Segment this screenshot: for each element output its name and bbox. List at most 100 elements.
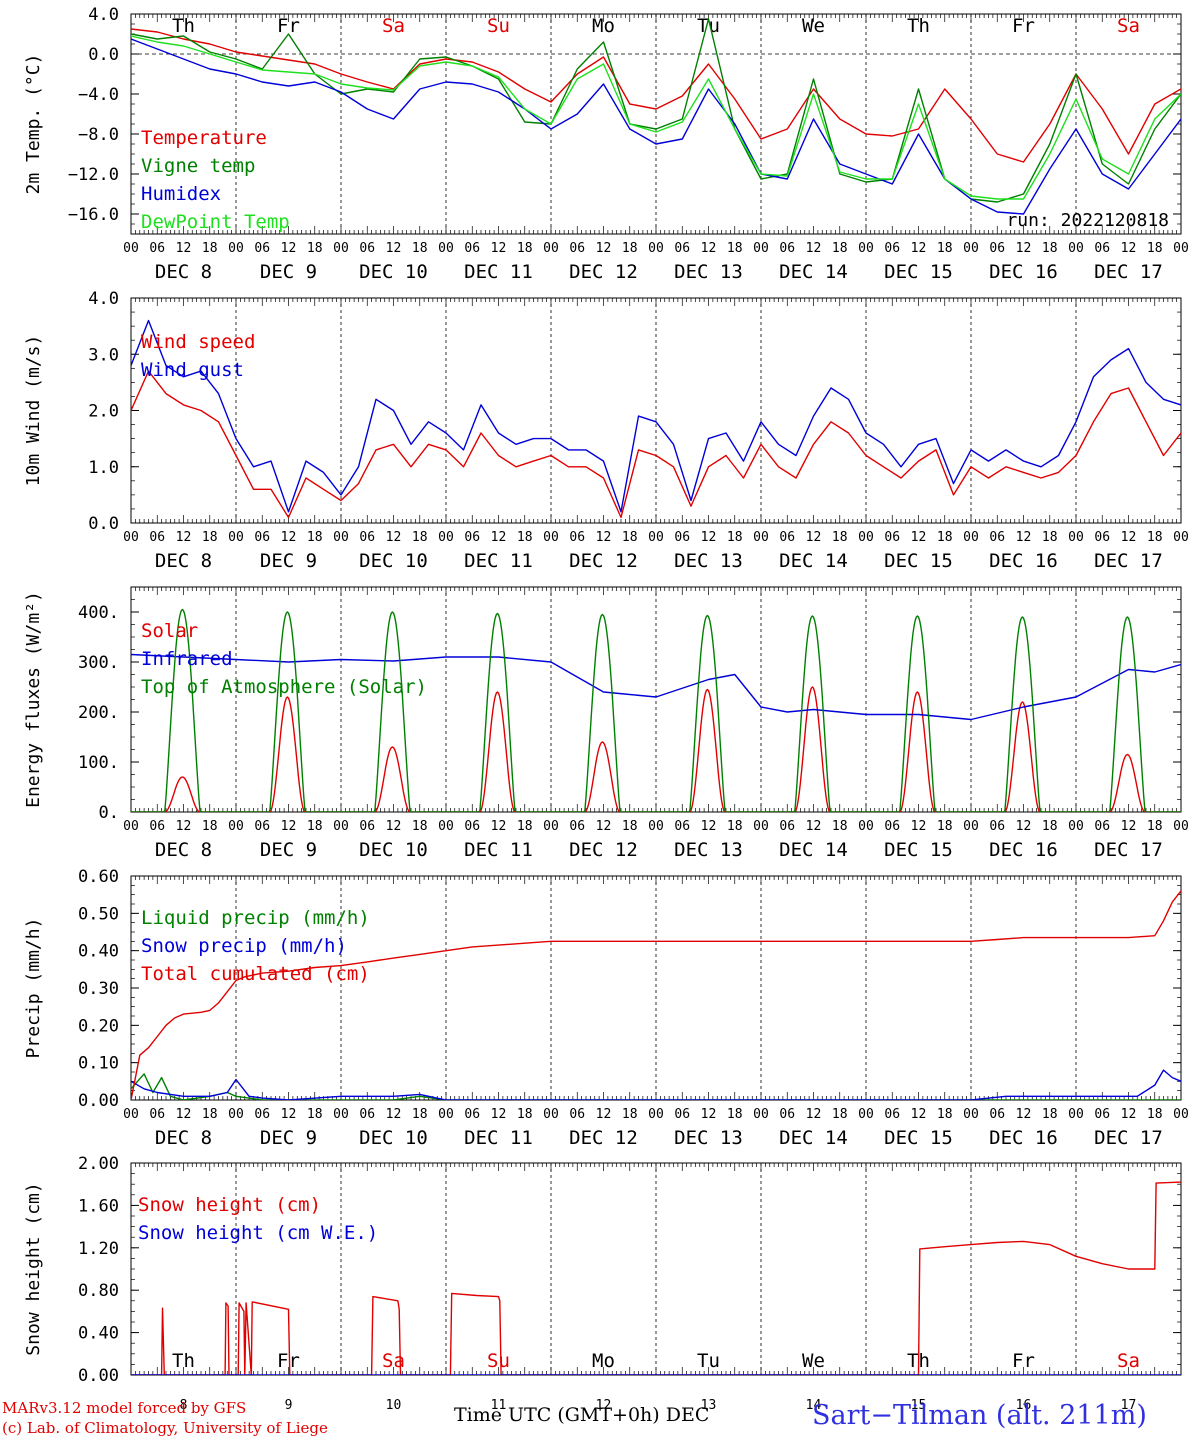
lab-credit: (c) Lab. of Climatology, University of L… <box>2 1419 328 1437</box>
weekday-label: Mo <box>592 15 615 37</box>
y-tick-label: 4.0 <box>88 289 119 309</box>
y-tick-label: 300. <box>78 653 119 673</box>
hour-label: 18 <box>307 1107 323 1122</box>
hour-label: 18 <box>832 1107 848 1122</box>
y-tick-label: 2.0 <box>88 402 119 422</box>
date-label: DEC 11 <box>464 1127 533 1149</box>
hour-label: 06 <box>989 530 1005 545</box>
hour-label: 12 <box>806 1107 822 1122</box>
day-number-label: 17 <box>1121 1398 1137 1413</box>
hour-label: 18 <box>412 241 428 256</box>
date-label: DEC 12 <box>569 1127 638 1149</box>
hour-label: 12 <box>701 241 717 256</box>
series-group <box>131 1181 1181 1375</box>
hour-label: 00 <box>648 819 664 834</box>
date-label: DEC 14 <box>779 550 848 572</box>
weekday-label: Th <box>172 1350 195 1372</box>
y-tick-label: 3.0 <box>88 345 119 365</box>
hour-label: 00 <box>438 530 454 545</box>
hour-label: 12 <box>596 241 612 256</box>
hour-label: 12 <box>1121 530 1137 545</box>
y-tick-label: 0. <box>99 803 119 823</box>
weekday-label: Sa <box>1117 1350 1140 1372</box>
y-tick-label: 0.0 <box>88 45 119 65</box>
hour-label: 12 <box>596 1107 612 1122</box>
date-label: DEC 16 <box>989 1127 1058 1149</box>
hour-label: 00 <box>543 530 559 545</box>
legend-entry: Snow precip (mm/h) <box>141 935 347 957</box>
panel-4: 0.60 0.50 0.40 0.30 0.20 0.10 0.00 Precip (mm/h… <box>23 867 1189 1149</box>
date-label: DEC 16 <box>989 839 1058 861</box>
hour-label: 06 <box>569 1107 585 1122</box>
hour-label: 06 <box>464 1107 480 1122</box>
series-group <box>131 890 1181 1100</box>
hour-label: 00 <box>228 241 244 256</box>
hour-label: 12 <box>1016 530 1032 545</box>
hour-label: 12 <box>491 1107 507 1122</box>
hour-label: 00 <box>438 241 454 256</box>
hour-label: 12 <box>1121 819 1137 834</box>
date-label: DEC 17 <box>1094 261 1163 283</box>
hour-label: 18 <box>727 819 743 834</box>
hour-label: 00 <box>1068 819 1084 834</box>
hour-label: 00 <box>753 819 769 834</box>
y-axis-title: Precip (mm/h) <box>23 918 44 1059</box>
hour-label: 06 <box>1094 530 1110 545</box>
hour-label: 18 <box>622 530 638 545</box>
hour-label: 12 <box>701 819 717 834</box>
hour-label: 06 <box>254 1107 270 1122</box>
y-tick-label: −4.0 <box>78 85 119 105</box>
hour-label: 00 <box>858 819 874 834</box>
y-tick-label: 0.20 <box>78 1016 119 1036</box>
weekday-label: Fr <box>277 1350 300 1372</box>
hour-label: 06 <box>884 241 900 256</box>
hour-label: 12 <box>386 819 402 834</box>
date-label: DEC 9 <box>260 839 317 861</box>
weekday-label: Tu <box>697 15 720 37</box>
y-tick-label: 0.0 <box>88 514 119 534</box>
hour-label: 06 <box>254 819 270 834</box>
panel-1: 4.0 0.0 −4.0 −8.0 −12.0 −16.0 2m Temp. (°C) 00 0… <box>23 5 1189 283</box>
date-label: DEC 15 <box>884 1127 953 1149</box>
date-label: DEC 10 <box>359 839 428 861</box>
hour-label: 06 <box>674 241 690 256</box>
hour-label: 12 <box>281 241 297 256</box>
y-tick-label: 0.40 <box>78 942 119 962</box>
hour-label: 06 <box>989 819 1005 834</box>
date-label: DEC 8 <box>155 1127 212 1149</box>
hour-label: 12 <box>176 530 192 545</box>
hour-label: 06 <box>779 241 795 256</box>
hour-label: 18 <box>1042 241 1058 256</box>
hour-label: 18 <box>1147 1107 1163 1122</box>
hour-label: 00 <box>123 241 139 256</box>
hour-label: 00 <box>333 819 349 834</box>
hour-label: 06 <box>254 530 270 545</box>
hour-label: 18 <box>202 530 218 545</box>
date-label: DEC 12 <box>569 839 638 861</box>
y-axis-title: 10m Wind (m/s) <box>23 335 44 487</box>
legend-entry: Vigne temp <box>141 155 255 177</box>
hour-label: 12 <box>911 1107 927 1122</box>
date-label: DEC 9 <box>260 1127 317 1149</box>
weekday-label: Su <box>487 15 510 37</box>
hour-label: 06 <box>149 530 165 545</box>
hour-label: 18 <box>1147 530 1163 545</box>
hour-label: 18 <box>202 1107 218 1122</box>
hour-label: 12 <box>491 819 507 834</box>
weekday-label: Fr <box>1012 15 1035 37</box>
hour-label: 12 <box>491 241 507 256</box>
hour-label: 12 <box>596 530 612 545</box>
legend-entry: Snow height (cm) <box>138 1194 321 1216</box>
hour-label: 18 <box>307 530 323 545</box>
hour-label: 18 <box>622 241 638 256</box>
day-number-label: 9 <box>285 1398 293 1413</box>
date-label: DEC 8 <box>155 261 212 283</box>
hour-label: 00 <box>228 1107 244 1122</box>
hour-label: 18 <box>307 241 323 256</box>
day-number-label: 12 <box>596 1398 612 1413</box>
date-label: DEC 8 <box>155 839 212 861</box>
hour-label: 00 <box>228 530 244 545</box>
hour-label: 12 <box>911 530 927 545</box>
hour-label: 18 <box>202 241 218 256</box>
hour-label: 00 <box>438 819 454 834</box>
